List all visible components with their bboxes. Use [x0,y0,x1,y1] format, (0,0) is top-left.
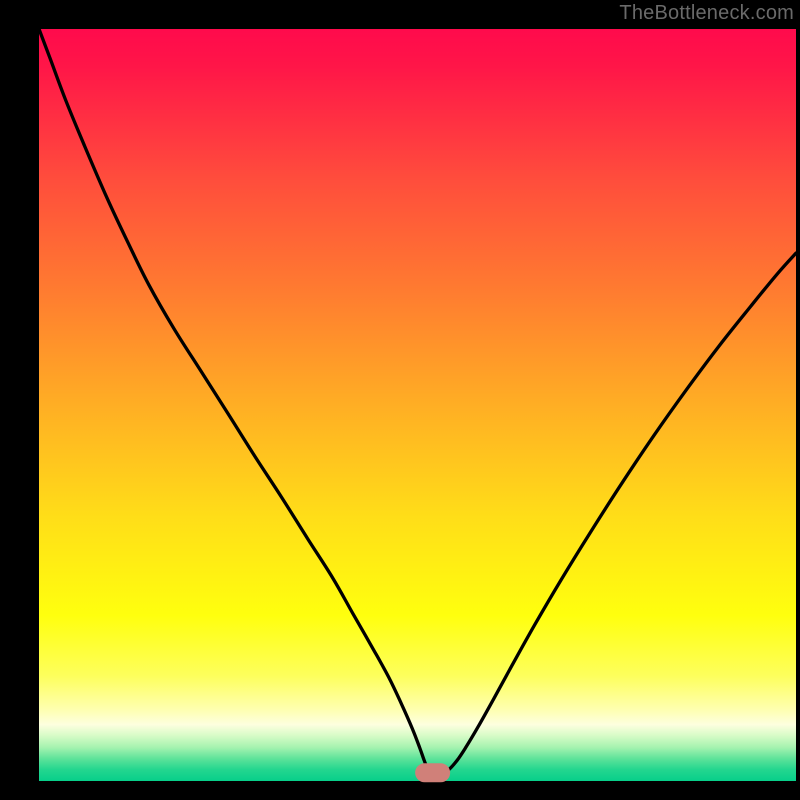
chart-plot-area [39,29,796,781]
optimal-point-marker [416,764,450,782]
chart-container: TheBottleneck.com [0,0,800,800]
watermark-text: TheBottleneck.com [0,2,800,25]
bottleneck-chart [0,0,800,800]
